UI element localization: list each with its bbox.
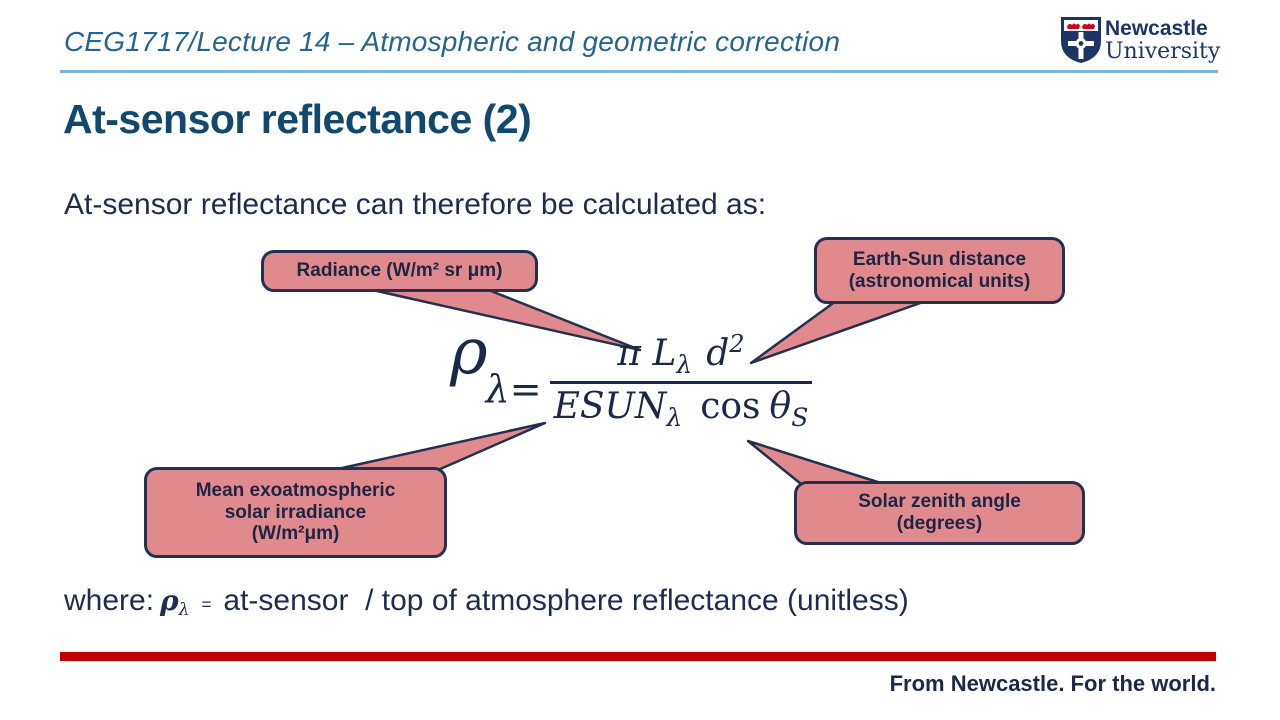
callout-line: (W/m²μm)	[251, 523, 340, 545]
where-rho-symbol: ρ	[160, 584, 179, 617]
formula-fraction: π Lλ d2 ESUNλ cos θS	[549, 330, 813, 433]
slide-title: At-sensor reflectance (2)	[63, 96, 532, 142]
callout-line: Radiance (W/m² sr μm)	[296, 260, 503, 282]
callout-mean-exoatmospheric-irradiance: Mean exoatmospheric solar irradiance (W/…	[144, 467, 447, 558]
fraction-denominator: ESUNλ cos θS	[549, 381, 813, 433]
header-divider	[60, 70, 1218, 73]
footer-accent-bar	[60, 652, 1216, 661]
where-definition-text: at-sensor / top of atmosphere reflectanc…	[223, 584, 909, 617]
pi-L-term: π L	[617, 333, 677, 374]
callout-earth-sun-distance: Earth-Sun distance (astronomical units)	[814, 237, 1065, 304]
callout-solar-zenith-angle: Solar zenith angle (degrees)	[794, 481, 1085, 545]
rho-subscript-equals: λ=	[485, 367, 542, 411]
footer-tagline: From Newcastle. For the world.	[889, 671, 1216, 696]
callout-line: (degrees)	[896, 513, 983, 534]
callout-line: (astronomical units)	[848, 270, 1031, 292]
newcastle-university-logo: Newcastle University	[1058, 13, 1222, 65]
s-subscript: S	[791, 403, 809, 433]
logo-wordmark-line2: University	[1105, 39, 1221, 64]
zenith-tail	[746, 439, 886, 486]
lambda-subscript: λ	[676, 350, 693, 380]
where-prefix: where:	[64, 584, 155, 617]
lecture-header: CEG1717/Lecture 14 – Atmospheric and geo…	[64, 26, 841, 57]
callout-line: Earth-Sun distance	[852, 248, 1027, 270]
lambda-subscript: λ	[666, 403, 683, 433]
theta-term: θ	[769, 386, 792, 428]
where-definition-line: where: ρ λ = at-sensor / top of atmosphe…	[64, 584, 909, 620]
esun-term: ESUN	[553, 386, 667, 428]
cos-operator: cos	[700, 386, 761, 428]
at-sensor-reflectance-formula: ρ λ= π Lλ d2 ESUNλ cos θS	[450, 315, 813, 433]
rho-symbol: ρ	[450, 315, 488, 389]
where-rho-subscript: λ	[178, 600, 190, 620]
university-logo-graphic: Newcastle University	[1061, 17, 1221, 64]
squared-exponent: 2	[729, 330, 745, 358]
callout-radiance: Radiance (W/m² sr μm)	[261, 250, 538, 292]
where-equals: =	[201, 595, 212, 614]
fraction-numerator: π Lλ d2	[550, 330, 813, 381]
logo-wordmark-line1: Newcastle	[1105, 17, 1208, 40]
university-shield-icon	[1061, 17, 1101, 63]
callout-line: Solar zenith angle	[858, 491, 1021, 513]
callout-line: Mean exoatmospheric	[195, 479, 396, 501]
callout-line: solar irradiance	[224, 501, 367, 523]
intro-text: At-sensor reflectance can therefore be c…	[64, 188, 767, 221]
d-term: d	[706, 333, 730, 374]
